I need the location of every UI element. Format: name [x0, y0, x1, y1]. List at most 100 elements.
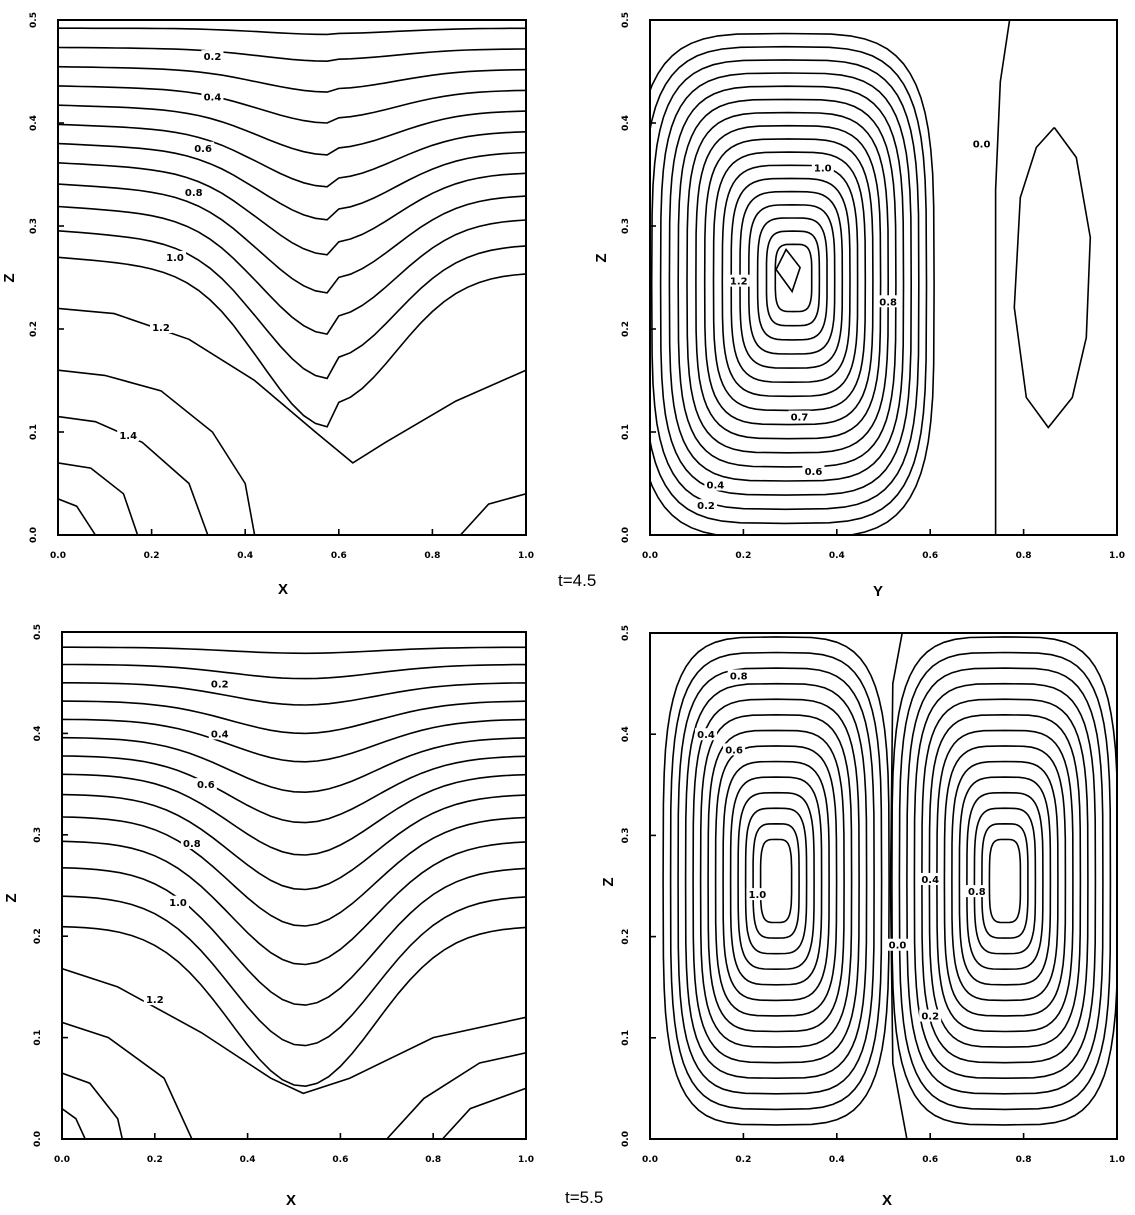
contour-label: 0.6: [197, 780, 215, 791]
x-tick-label: 0.6: [922, 551, 938, 561]
contour-line: [62, 841, 526, 964]
x-tick-label: 0.8: [1016, 1155, 1032, 1165]
y-tick-label: 0.4: [621, 726, 631, 742]
contour-label: 0.4: [697, 730, 715, 741]
contour-label: 0.8: [968, 887, 986, 898]
contour-line: [775, 244, 811, 311]
contour-label: 0.7: [791, 413, 809, 424]
contour-line: [996, 20, 1010, 535]
contour-label: 0.6: [194, 144, 212, 155]
contour-label: 0.4: [211, 729, 229, 740]
x-tick-label: 0.4: [237, 551, 253, 561]
contour-label: 1.2: [730, 277, 748, 288]
y-tick-label: 0.2: [621, 929, 631, 945]
contour-line: [974, 808, 1035, 954]
contour-line: [62, 665, 526, 679]
y-tick-label: 0.1: [621, 1030, 631, 1046]
contour-line: [776, 250, 800, 292]
y-tick-label: 0.3: [29, 218, 39, 234]
x-tick-label: 1.0: [518, 551, 534, 561]
contour-line: [62, 683, 526, 705]
contour-line: [58, 370, 255, 535]
x-tick-label: 0.0: [642, 1155, 658, 1165]
y-tick-label: 0.1: [621, 424, 631, 440]
contour-line: [62, 896, 526, 1045]
x-tick-label: 0.8: [424, 551, 440, 561]
contour-label: 0.2: [697, 501, 715, 512]
contour-line: [58, 184, 526, 293]
contour-line: [58, 231, 526, 379]
x-tick-label: 0.6: [331, 551, 347, 561]
contour-label: 0.4: [707, 481, 725, 492]
x-tick-label: 0.4: [240, 1155, 256, 1165]
x-axis-label: Y: [873, 583, 883, 600]
contour-label: 0.0: [973, 140, 991, 151]
y-tick-label: 0.0: [33, 1131, 43, 1147]
contour-line: [62, 756, 526, 823]
contour-line: [761, 839, 792, 922]
contour-line: [723, 762, 829, 1001]
y-tick-label: 0.5: [621, 12, 631, 28]
y-tick-label: 0.2: [621, 321, 631, 337]
contour-line: [671, 653, 882, 1110]
contour-line: [58, 124, 526, 186]
y-tick-label: 0.4: [33, 725, 43, 741]
y-tick-label: 0.2: [29, 321, 39, 337]
time-label-t55: t=5.5: [565, 1188, 603, 1207]
y-tick-label: 0.0: [621, 1131, 631, 1147]
y-axis-label: Z: [1, 273, 18, 282]
y-tick-label: 0.5: [29, 12, 39, 28]
contour-line: [62, 738, 526, 793]
contour-line: [967, 793, 1043, 970]
panel-top-right: 0.0 0.2 0.4 0.6 0.8 1.0 0.0 0.1 0.2 0.3 0.4 0.5 Y Z 1.…: [593, 12, 1125, 600]
contour-line: [989, 839, 1020, 922]
x-axis-label: X: [882, 1192, 892, 1209]
y-axis-label: Z: [600, 877, 617, 886]
x-tick-label: 0.2: [147, 1155, 163, 1165]
contour-line: [62, 969, 526, 1094]
contour-line: [716, 746, 837, 1016]
y-tick-label: 0.3: [621, 218, 631, 234]
contour-label: 1.4: [119, 431, 137, 442]
panel-bottom-left: 0.0 0.2 0.4 0.6 0.8 1.00.00.10.20.30.40.5XZ0.…: [3, 624, 534, 1209]
y-tick-label: 0.5: [33, 624, 43, 640]
contour-line: [693, 699, 859, 1062]
x-axis-label: X: [286, 1192, 296, 1209]
contour-line: [758, 218, 827, 340]
y-tick-label: 0.1: [33, 1030, 43, 1046]
y-tick-label: 0.1: [29, 424, 39, 440]
contour-line: [443, 1088, 527, 1139]
contour-line: [944, 746, 1065, 1016]
contour-label: 0.4: [921, 875, 939, 886]
contour-line: [652, 60, 919, 509]
contour-label: 1.0: [749, 890, 767, 901]
contour-lines: [663, 633, 1118, 1139]
contour-label: 0.4: [204, 92, 222, 103]
contour-line: [62, 817, 526, 926]
x-tick-label: 0.0: [54, 1155, 70, 1165]
contour-line: [708, 730, 844, 1031]
contour-line: [62, 701, 526, 733]
contour-label: 0.8: [879, 297, 897, 308]
y-tick-label: 0.4: [29, 115, 39, 131]
contour-line: [746, 808, 807, 954]
contour-label: 1.0: [169, 898, 187, 909]
x-tick-label: 0.0: [642, 551, 658, 561]
plot-frame: [62, 632, 526, 1139]
x-tick-label: 0.0: [50, 551, 66, 561]
contour-line: [62, 647, 526, 653]
x-tick-label: 0.2: [735, 551, 751, 561]
y-tick-label: 0.5: [621, 625, 631, 641]
contour-line: [922, 699, 1088, 1062]
panel-bottom-right: 0.0 0.2 0.4 0.6 0.8 1.00.00.10.20.30.40.5XZ0.…: [600, 625, 1125, 1209]
contour-label: 0.2: [211, 680, 229, 691]
y-tick-label: 0.3: [621, 827, 631, 843]
y-tick-label: 0.2: [33, 928, 43, 944]
y-tick-label: 0.0: [29, 527, 39, 543]
x-tick-label: 0.6: [922, 1155, 938, 1165]
contour-label: 1.2: [146, 995, 164, 1006]
contour-label: 0.8: [730, 672, 748, 683]
y-tick-label: 0.4: [621, 115, 631, 131]
contour-line: [58, 499, 95, 535]
